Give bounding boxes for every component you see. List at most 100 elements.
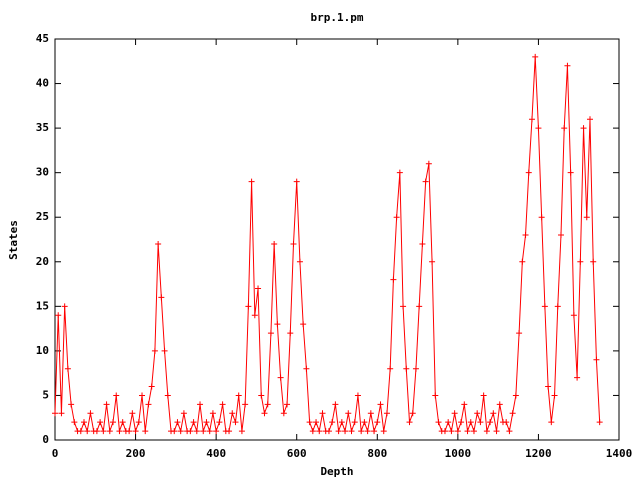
x-tick-label: 200	[126, 447, 146, 460]
point-marker	[232, 419, 239, 426]
point-marker	[496, 401, 503, 408]
point-marker	[586, 116, 593, 123]
point-marker	[296, 258, 303, 265]
point-marker	[155, 240, 162, 247]
point-marker	[532, 53, 539, 60]
point-marker	[148, 383, 155, 390]
point-marker	[251, 312, 258, 319]
point-marker	[158, 294, 165, 301]
point-marker	[425, 160, 432, 167]
point-marker	[525, 169, 532, 176]
point-marker	[557, 232, 564, 239]
point-marker	[316, 428, 323, 435]
point-marker	[342, 428, 349, 435]
point-marker	[264, 401, 271, 408]
point-marker	[348, 428, 355, 435]
point-marker	[300, 321, 307, 328]
point-marker	[235, 392, 242, 399]
point-marker	[374, 419, 381, 426]
point-marker	[303, 365, 310, 372]
point-marker	[245, 303, 252, 310]
point-marker	[139, 392, 146, 399]
point-marker	[132, 428, 139, 435]
point-marker	[242, 401, 249, 408]
point-marker	[580, 125, 587, 132]
y-tick-label: 15	[36, 299, 49, 312]
point-marker	[135, 419, 142, 426]
point-marker	[116, 428, 123, 435]
point-marker	[454, 428, 461, 435]
point-marker	[119, 419, 126, 426]
point-marker	[174, 419, 181, 426]
point-marker	[361, 419, 368, 426]
point-marker	[396, 169, 403, 176]
point-marker	[445, 419, 452, 426]
point-marker	[383, 410, 390, 417]
x-tick-label: 1200	[525, 447, 552, 460]
point-marker	[377, 401, 384, 408]
point-marker	[203, 419, 210, 426]
point-marker	[480, 392, 487, 399]
point-marker	[216, 419, 223, 426]
point-marker	[516, 330, 523, 337]
point-marker	[145, 401, 152, 408]
point-marker	[477, 419, 484, 426]
point-marker	[103, 401, 110, 408]
point-marker	[287, 330, 294, 337]
point-marker	[113, 392, 120, 399]
point-marker	[190, 419, 197, 426]
point-marker	[458, 419, 465, 426]
point-marker	[87, 410, 94, 417]
point-marker	[100, 428, 107, 435]
point-marker	[290, 240, 297, 247]
point-marker	[412, 365, 419, 372]
point-marker	[332, 401, 339, 408]
point-marker	[380, 428, 387, 435]
point-marker	[284, 401, 291, 408]
point-marker	[371, 428, 378, 435]
point-marker	[97, 419, 104, 426]
point-marker	[548, 419, 555, 426]
point-marker	[164, 392, 171, 399]
point-marker	[596, 419, 603, 426]
point-marker	[512, 392, 519, 399]
point-marker	[545, 383, 552, 390]
point-marker	[161, 347, 168, 354]
point-marker	[503, 419, 510, 426]
point-marker	[271, 240, 278, 247]
point-marker	[590, 258, 597, 265]
point-marker	[574, 374, 581, 381]
point-marker	[422, 178, 429, 185]
point-marker	[387, 365, 394, 372]
point-marker	[193, 428, 200, 435]
x-tick-label: 1000	[445, 447, 472, 460]
point-marker	[400, 303, 407, 310]
point-marker	[68, 401, 75, 408]
point-marker	[564, 62, 571, 69]
point-marker	[448, 428, 455, 435]
point-marker	[390, 276, 397, 283]
y-tick-label: 10	[36, 344, 49, 357]
point-marker	[506, 428, 513, 435]
point-marker	[461, 401, 468, 408]
y-tick-label: 45	[36, 32, 49, 45]
point-marker	[509, 410, 516, 417]
point-marker	[467, 419, 474, 426]
point-marker	[187, 428, 194, 435]
point-marker	[441, 428, 448, 435]
y-tick-label: 35	[36, 121, 49, 134]
y-tick-label: 20	[36, 255, 49, 268]
point-marker	[432, 392, 439, 399]
point-marker	[487, 419, 494, 426]
y-tick-label: 25	[36, 210, 49, 223]
point-marker	[393, 214, 400, 221]
point-marker	[403, 365, 410, 372]
point-marker	[435, 419, 442, 426]
point-marker	[313, 419, 320, 426]
point-marker	[577, 258, 584, 265]
x-tick-label: 800	[367, 447, 387, 460]
point-marker	[206, 428, 213, 435]
point-marker	[535, 125, 542, 132]
point-marker	[77, 428, 84, 435]
